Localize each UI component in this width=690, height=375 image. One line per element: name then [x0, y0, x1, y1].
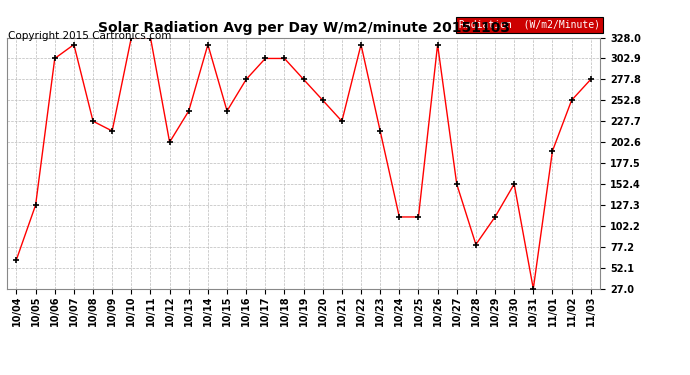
- Title: Solar Radiation Avg per Day W/m2/minute 20151103: Solar Radiation Avg per Day W/m2/minute …: [97, 21, 510, 35]
- Text: Copyright 2015 Cartronics.com: Copyright 2015 Cartronics.com: [8, 32, 172, 41]
- Text: Radiation  (W/m2/Minute): Radiation (W/m2/Minute): [460, 20, 600, 30]
